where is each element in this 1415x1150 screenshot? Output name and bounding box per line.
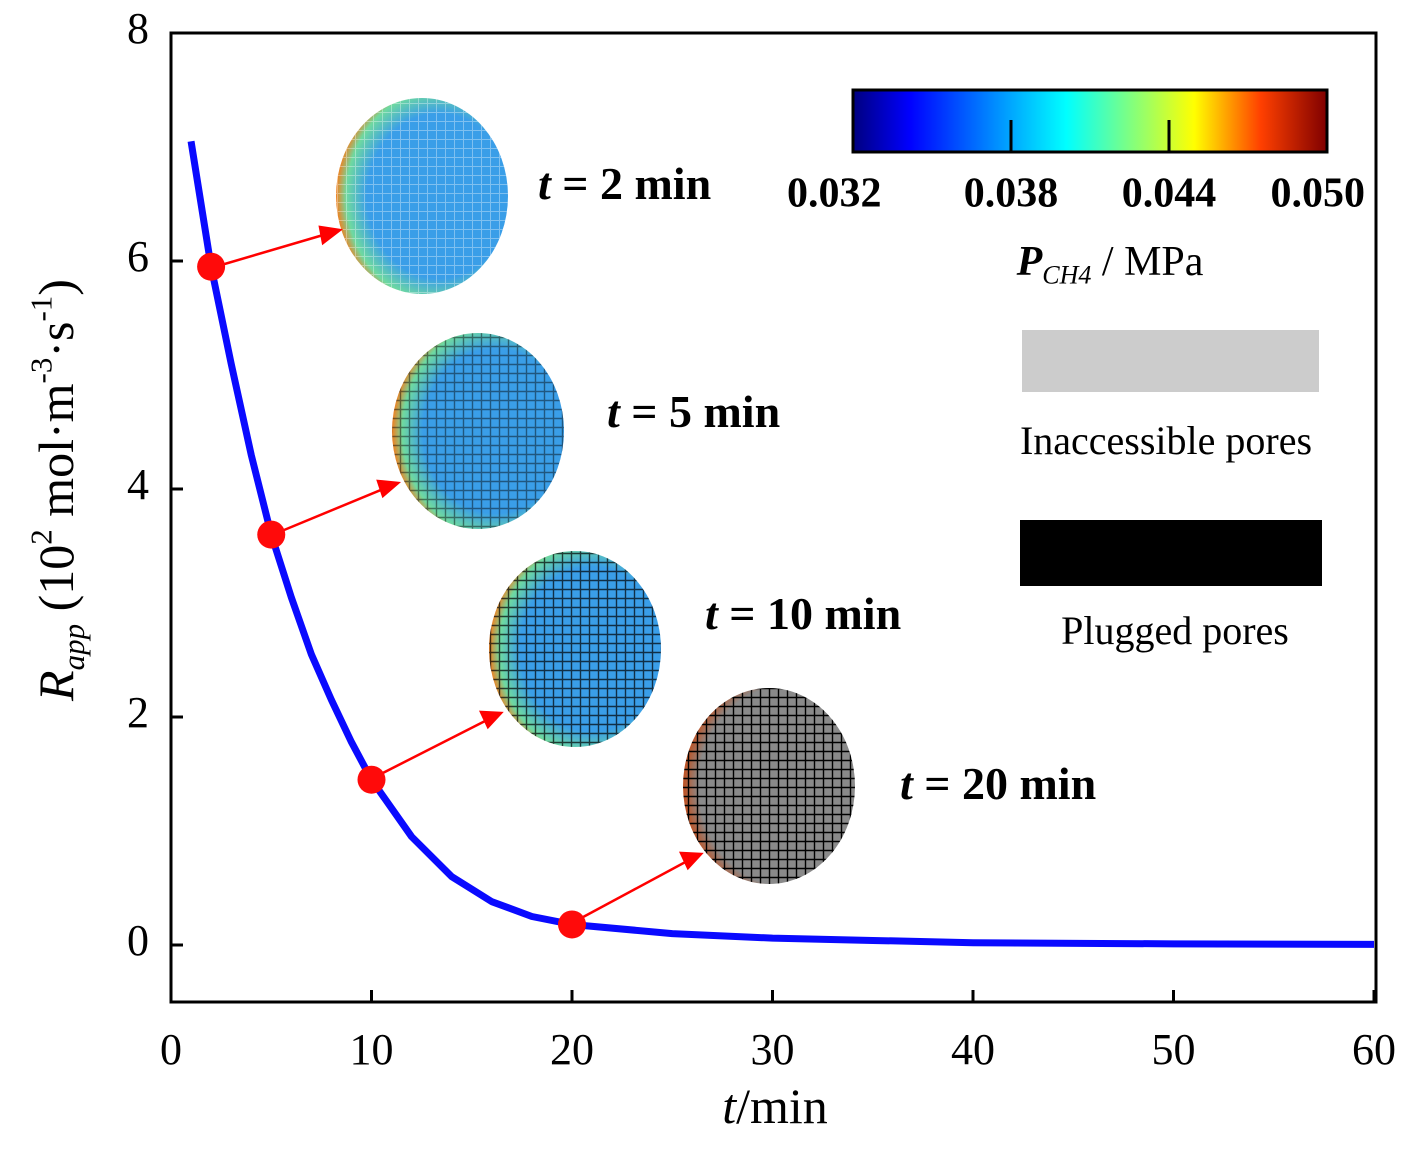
label-part: ) bbox=[28, 279, 84, 296]
colorbar-tick-label: 0.050 bbox=[1271, 171, 1366, 217]
colorbar-tick-label: 0.044 bbox=[1122, 171, 1217, 217]
label: t = 20 min bbox=[900, 758, 1096, 809]
label-part: = 20 min bbox=[913, 758, 1096, 809]
x-tick-label: 20 bbox=[550, 1025, 594, 1074]
point bbox=[257, 520, 286, 549]
point bbox=[357, 765, 386, 794]
legend-label: Inaccessible pores bbox=[1020, 418, 1312, 463]
label-part: ·s bbox=[28, 322, 84, 358]
label-part: 2 bbox=[24, 529, 59, 545]
colorbar-tick-label: 0.032 bbox=[787, 171, 882, 217]
x-tick-label: 40 bbox=[951, 1025, 995, 1074]
label-part: (10 bbox=[28, 545, 84, 624]
y-tick-label: 4 bbox=[127, 460, 149, 509]
x-tick-label: 30 bbox=[751, 1025, 795, 1074]
x-tick-label: 60 bbox=[1352, 1025, 1396, 1074]
y-tick-label: 8 bbox=[127, 4, 149, 53]
x-tick-label: 50 bbox=[1152, 1025, 1196, 1074]
label: PCH4​ / MPa bbox=[1016, 239, 1204, 290]
point bbox=[197, 252, 226, 281]
label-part: P bbox=[1016, 239, 1043, 285]
legend-swatch bbox=[1022, 330, 1319, 392]
pore-images bbox=[336, 98, 855, 884]
label: Rapp​ (102​ mol·m-3​·s-1​) bbox=[24, 279, 92, 702]
label-part: t bbox=[722, 1078, 737, 1134]
label-part: = 5 min bbox=[620, 386, 780, 437]
line bbox=[187, 140, 1375, 948]
label-part: -3 bbox=[24, 358, 59, 384]
label-part: /min bbox=[736, 1078, 828, 1134]
label: t/min bbox=[722, 1078, 828, 1134]
x-tick-label: 0 bbox=[160, 1025, 182, 1074]
label-part: / MPa bbox=[1091, 239, 1203, 285]
colorbar bbox=[851, 88, 1329, 154]
label-part: CH4 bbox=[1042, 261, 1091, 290]
x-tick-label: 10 bbox=[350, 1025, 394, 1074]
label: t = 2 min bbox=[538, 158, 711, 209]
label-part: t bbox=[705, 588, 719, 639]
label-part: mol·m bbox=[28, 383, 84, 529]
legend-swatch bbox=[1020, 520, 1322, 586]
label-part: t bbox=[900, 758, 914, 809]
label: t = 10 min bbox=[705, 588, 901, 639]
label: t = 5 min bbox=[607, 386, 780, 437]
label-part: R bbox=[28, 670, 84, 702]
label-part: t bbox=[538, 158, 552, 209]
y-tick-label: 6 bbox=[127, 232, 149, 281]
label-part: t bbox=[607, 386, 621, 437]
label-part: app bbox=[56, 624, 91, 671]
y-tick-label: 2 bbox=[127, 688, 149, 737]
point bbox=[558, 910, 586, 939]
legend-label: Plugged pores bbox=[1061, 608, 1289, 653]
label-part: = 2 min bbox=[551, 158, 711, 209]
y-tick-label: 0 bbox=[127, 916, 149, 965]
arrows bbox=[210, 225, 704, 925]
label-part: = 10 min bbox=[718, 588, 901, 639]
colorbar-tick-label: 0.038 bbox=[964, 171, 1059, 217]
label-part: -1 bbox=[24, 296, 59, 322]
